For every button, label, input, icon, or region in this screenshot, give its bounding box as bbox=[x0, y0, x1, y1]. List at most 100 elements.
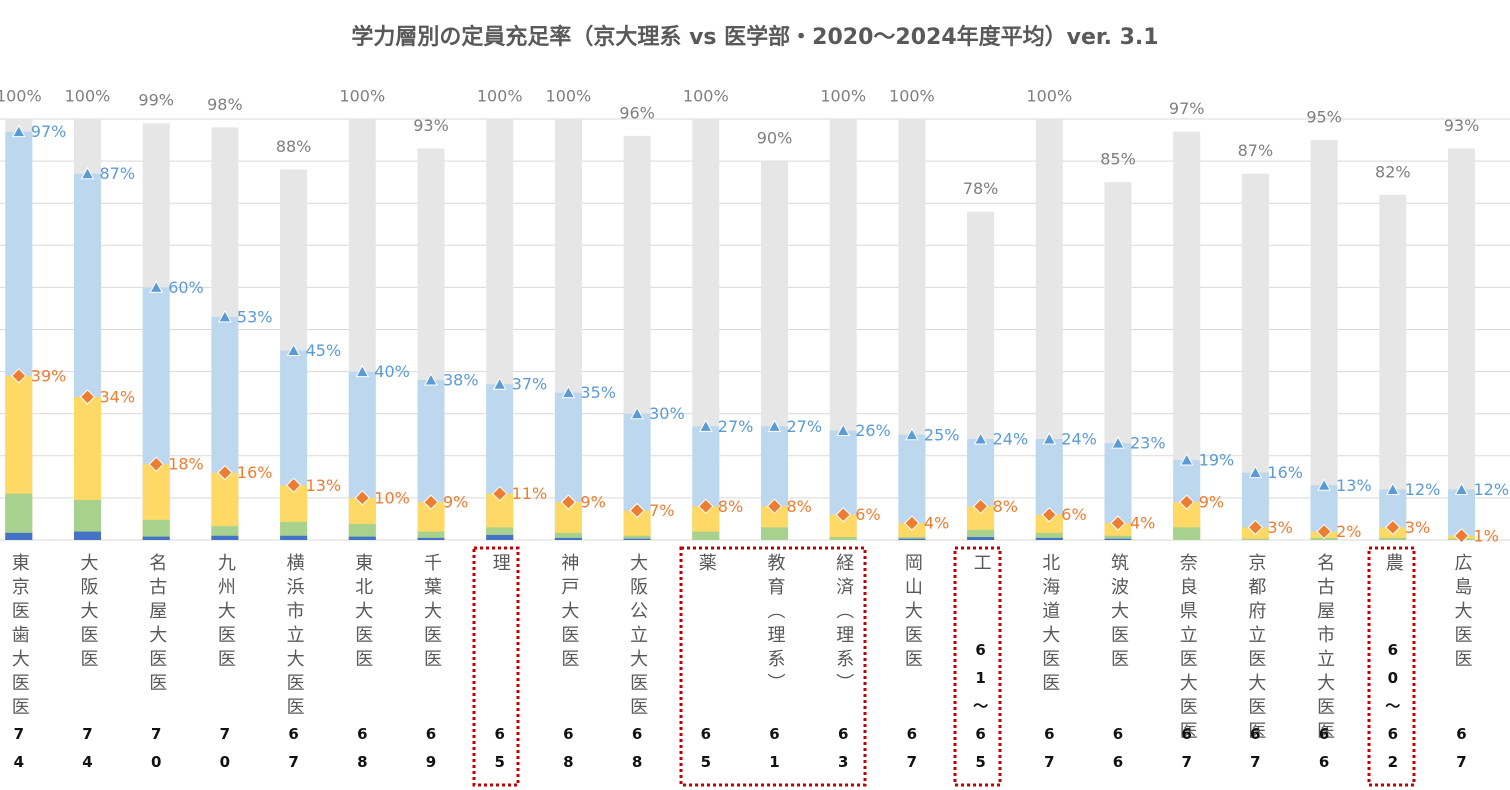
marker bbox=[835, 507, 851, 523]
score-label: 67 bbox=[1456, 725, 1467, 771]
score-label: 69 bbox=[425, 725, 437, 771]
value-label: 9% bbox=[580, 493, 605, 512]
value-label: 88% bbox=[276, 137, 312, 156]
value-label: 100% bbox=[0, 87, 42, 106]
x-tick-label: 名古屋大医医 bbox=[146, 553, 168, 697]
bar bbox=[5, 493, 33, 540]
score-label: 67 bbox=[1044, 725, 1055, 771]
score-label: 67 bbox=[906, 725, 918, 771]
score-label: 61〜65 bbox=[973, 641, 989, 771]
score-label: 67 bbox=[1181, 725, 1192, 771]
marker bbox=[1317, 478, 1331, 491]
bar bbox=[692, 531, 720, 540]
bar bbox=[280, 535, 308, 540]
bar bbox=[623, 535, 651, 540]
value-label: 7% bbox=[649, 501, 674, 520]
marker bbox=[492, 377, 507, 390]
value-label: 78% bbox=[963, 179, 999, 198]
x-tick-label: 奈良県立医大医医 bbox=[1176, 553, 1198, 745]
value-label: 16% bbox=[1267, 463, 1303, 482]
value-label: 100% bbox=[339, 87, 385, 106]
marker bbox=[80, 166, 95, 180]
score-label: 68 bbox=[631, 725, 643, 771]
value-label: 9% bbox=[443, 493, 468, 512]
value-label: 100% bbox=[820, 87, 866, 106]
bar bbox=[211, 535, 239, 540]
chart-title: 学力層別の定員充足率（京大理系 vs 医学部・2020〜2024年度平均）ver… bbox=[351, 24, 1158, 50]
value-label: 90% bbox=[757, 129, 793, 148]
x-tick-label: 農 bbox=[1382, 553, 1404, 577]
value-label: 100% bbox=[1026, 87, 1072, 106]
bar bbox=[348, 536, 376, 540]
bar bbox=[417, 537, 445, 540]
bar bbox=[1310, 140, 1338, 541]
x-tick-label: 工 bbox=[970, 553, 992, 577]
value-label: 98% bbox=[207, 95, 243, 114]
x-tick-label: 九州大医医 bbox=[214, 553, 236, 673]
bar bbox=[280, 521, 308, 540]
bar bbox=[898, 538, 926, 540]
marker bbox=[1111, 436, 1125, 449]
x-tick-label: 京都府立医大医医 bbox=[1245, 553, 1267, 745]
value-label: 60% bbox=[168, 278, 204, 297]
value-label: 11% bbox=[512, 484, 548, 503]
value-label: 100% bbox=[546, 87, 592, 106]
value-label: 23% bbox=[1130, 434, 1166, 453]
value-label: 10% bbox=[374, 488, 410, 507]
value-label: 24% bbox=[1061, 429, 1097, 448]
bar bbox=[5, 532, 33, 540]
x-tick-label: 千葉大医医 bbox=[421, 553, 442, 673]
marker bbox=[11, 124, 26, 138]
value-label: 24% bbox=[993, 429, 1029, 448]
marker bbox=[1385, 519, 1401, 536]
x-tick-label: 名古屋市立大医医 bbox=[1314, 553, 1336, 745]
marker bbox=[218, 309, 232, 323]
bar bbox=[1241, 538, 1269, 540]
x-tick-label: 薬 bbox=[695, 553, 717, 577]
value-label: 85% bbox=[1100, 150, 1136, 169]
value-label: 4% bbox=[1130, 514, 1155, 533]
value-label: 40% bbox=[374, 362, 410, 381]
value-label: 3% bbox=[1405, 518, 1430, 537]
value-label: 38% bbox=[443, 371, 479, 390]
x-tick-label: 大阪大医医 bbox=[77, 553, 99, 673]
score-label: 74 bbox=[13, 725, 25, 771]
highlight-box bbox=[472, 546, 520, 787]
marker bbox=[766, 498, 783, 515]
bar bbox=[142, 536, 170, 540]
value-label: 27% bbox=[718, 417, 754, 436]
value-label: 13% bbox=[306, 476, 342, 495]
bar bbox=[967, 537, 995, 540]
x-tick-label: 経済（理系） bbox=[833, 553, 855, 697]
bar bbox=[554, 532, 582, 540]
marker bbox=[560, 494, 577, 510]
bar bbox=[1448, 148, 1475, 540]
score-label: 67 bbox=[288, 725, 299, 771]
value-label: 87% bbox=[1238, 141, 1274, 160]
value-label: 6% bbox=[1061, 505, 1086, 524]
x-tick-label: 東北大医医 bbox=[352, 553, 374, 673]
value-label: 37% bbox=[512, 375, 548, 394]
marker bbox=[561, 385, 576, 399]
bar bbox=[417, 531, 445, 540]
x-tick-label: 理 bbox=[489, 553, 511, 577]
score-label: 74 bbox=[82, 725, 93, 771]
value-label: 87% bbox=[100, 164, 136, 183]
marker bbox=[11, 368, 27, 384]
value-label: 3% bbox=[1267, 518, 1292, 537]
value-label: 99% bbox=[138, 91, 174, 110]
value-label: 8% bbox=[787, 497, 812, 516]
value-label: 18% bbox=[168, 455, 204, 474]
value-label: 19% bbox=[1199, 451, 1235, 470]
highlight-box bbox=[679, 546, 867, 787]
bar bbox=[554, 537, 582, 540]
score-label: 68 bbox=[357, 725, 368, 771]
marker bbox=[1110, 515, 1126, 531]
value-label: 12% bbox=[1405, 480, 1441, 499]
bar bbox=[1035, 537, 1063, 540]
bar bbox=[761, 527, 788, 540]
value-label: 100% bbox=[683, 87, 729, 106]
marker bbox=[767, 419, 782, 432]
score-label: 61 bbox=[769, 725, 780, 771]
